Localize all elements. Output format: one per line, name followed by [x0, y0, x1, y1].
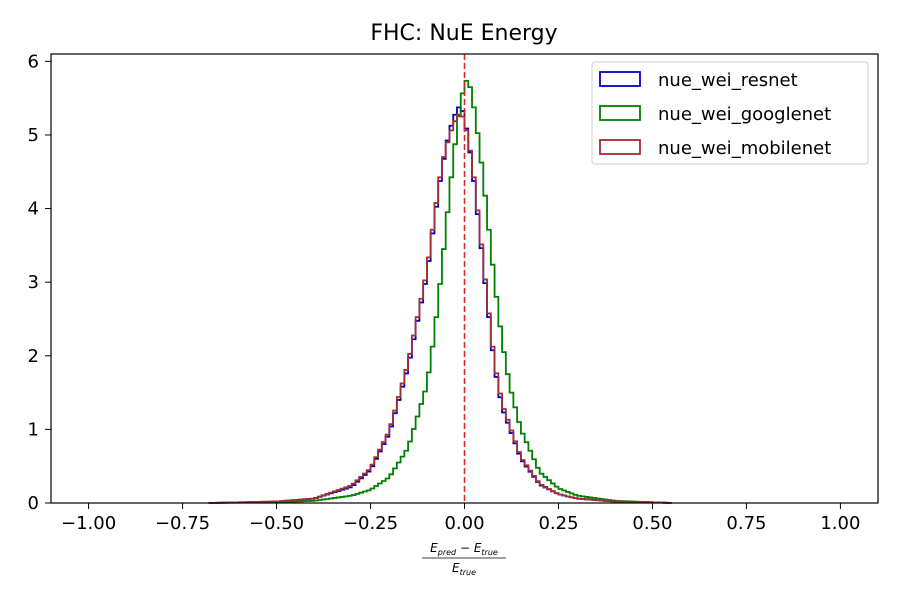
y-tick-label: 5	[28, 125, 39, 146]
x-axis-ticks: −1.00 −0.75 −0.50 −0.25 0.00 0.25 0.50 0.75 1.00	[61, 503, 860, 534]
x-tick-label: 0.00	[444, 513, 484, 534]
y-tick-label: 2	[28, 346, 39, 367]
y-tick-label: 6	[28, 51, 39, 72]
x-label-denominator-e: E	[452, 561, 460, 575]
x-label-minus: − E	[456, 541, 482, 555]
y-axis-ticks: 0 1 2 3 4 5 6	[28, 51, 51, 514]
legend-swatch-nue_wei_mobilenet	[599, 139, 641, 155]
y-tick-label: 0	[28, 493, 39, 514]
x-tick-label: −0.50	[249, 513, 304, 534]
x-tick-label: 0.25	[538, 513, 578, 534]
x-tick-label: −0.25	[343, 513, 398, 534]
x-tick-label: −1.00	[61, 513, 116, 534]
series-layer	[207, 79, 673, 504]
legend-label-nue_wei_resnet: nue_wei_resnet	[658, 70, 798, 91]
legend-box	[591, 61, 869, 165]
y-tick-label: 4	[28, 199, 39, 220]
x-tick-label: 0.75	[726, 513, 766, 534]
x-label-numerator-e: E	[430, 541, 438, 555]
x-label-sub-pred: pred	[437, 548, 457, 557]
legend: nue_wei_resnet nue_wei_googlenet nue_wei_m…	[591, 61, 869, 165]
x-label-sub-true-denominator: true	[460, 568, 476, 577]
y-tick-label: 1	[28, 419, 39, 440]
x-tick-label: 1.00	[820, 513, 860, 534]
legend-label-nue_wei_googlenet: nue_wei_googlenet	[658, 104, 831, 125]
svg-text:Epred − Etrue: Epred − Etrue	[430, 541, 498, 557]
y-tick-label: 3	[28, 272, 39, 293]
series-nue_wei_resnet	[207, 106, 673, 504]
chart-title: FHC: NuE Energy	[370, 21, 557, 46]
legend-swatch-nue_wei_googlenet	[599, 105, 641, 121]
x-tick-label: 0.50	[632, 513, 672, 534]
x-tick-label: −0.75	[155, 513, 210, 534]
svg-text:Etrue: Etrue	[452, 561, 476, 577]
legend-swatch-nue_wei_resnet	[599, 71, 641, 87]
legend-label-nue_wei_mobilenet: nue_wei_mobilenet	[658, 138, 831, 159]
series-nue_wei_mobilenet	[207, 113, 673, 504]
x-label-sub-true: true	[481, 548, 497, 557]
x-axis-label: Epred − Etrue Etrue	[422, 541, 506, 577]
